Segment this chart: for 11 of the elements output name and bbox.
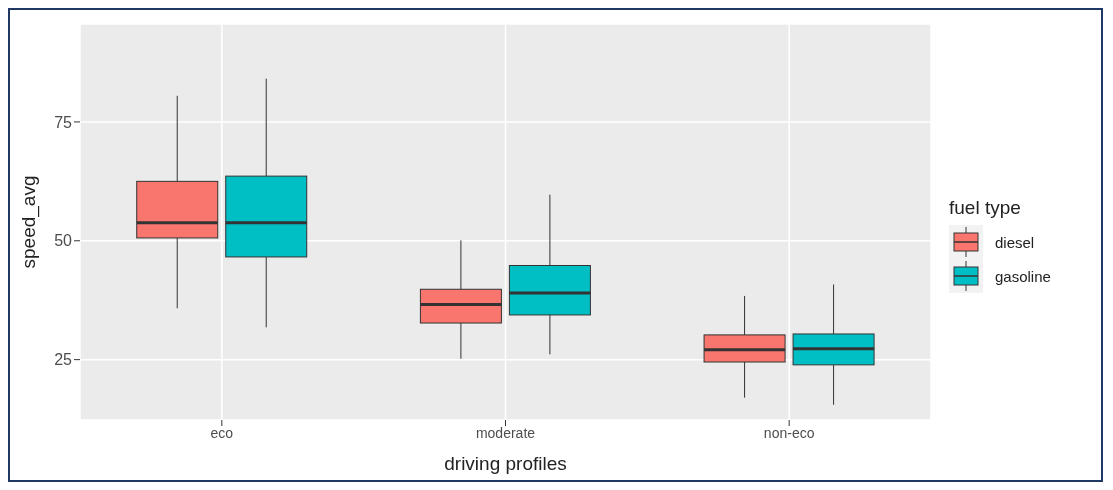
- legend-label: diesel: [995, 233, 1035, 251]
- y-tick-label: 25: [54, 351, 73, 369]
- y-tick-label: 50: [54, 232, 73, 250]
- legend-title: fuel type: [949, 197, 1022, 219]
- x-tick-label: non-eco: [763, 424, 815, 441]
- y-tick-label: 75: [54, 113, 73, 131]
- x-tick-label: eco: [210, 424, 234, 441]
- x-tick-label: moderate: [475, 424, 536, 441]
- x-axis-title: driving profiles: [444, 453, 567, 474]
- y-axis-title: speed_avg: [17, 175, 40, 269]
- legend-label: gasoline: [995, 267, 1051, 285]
